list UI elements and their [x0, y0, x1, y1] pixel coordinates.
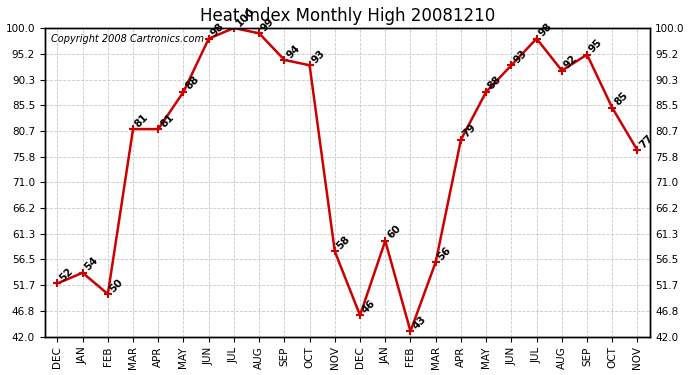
Text: 52: 52: [57, 266, 75, 284]
Text: 79: 79: [461, 122, 478, 140]
Text: 94: 94: [284, 43, 302, 60]
Text: Copyright 2008 Cartronics.com: Copyright 2008 Cartronics.com: [51, 34, 204, 44]
Text: 98: 98: [537, 21, 554, 39]
Title: Heat Index Monthly High 20081210: Heat Index Monthly High 20081210: [200, 7, 495, 25]
Text: 81: 81: [158, 112, 175, 129]
Text: 100: 100: [234, 6, 257, 28]
Text: 46: 46: [360, 298, 377, 315]
Text: 43: 43: [411, 314, 428, 331]
Text: 93: 93: [511, 48, 529, 65]
Text: 50: 50: [108, 277, 125, 294]
Text: 93: 93: [310, 48, 327, 65]
Text: 88: 88: [184, 75, 201, 92]
Text: 95: 95: [587, 38, 604, 55]
Text: 58: 58: [335, 234, 352, 252]
Text: 56: 56: [435, 245, 453, 262]
Text: 77: 77: [638, 133, 655, 150]
Text: 54: 54: [83, 255, 100, 273]
Text: 92: 92: [562, 53, 579, 70]
Text: 98: 98: [208, 21, 226, 39]
Text: 99: 99: [259, 16, 276, 33]
Text: 88: 88: [486, 75, 504, 92]
Text: 85: 85: [612, 90, 629, 108]
Text: 81: 81: [133, 112, 150, 129]
Text: 60: 60: [385, 224, 402, 241]
